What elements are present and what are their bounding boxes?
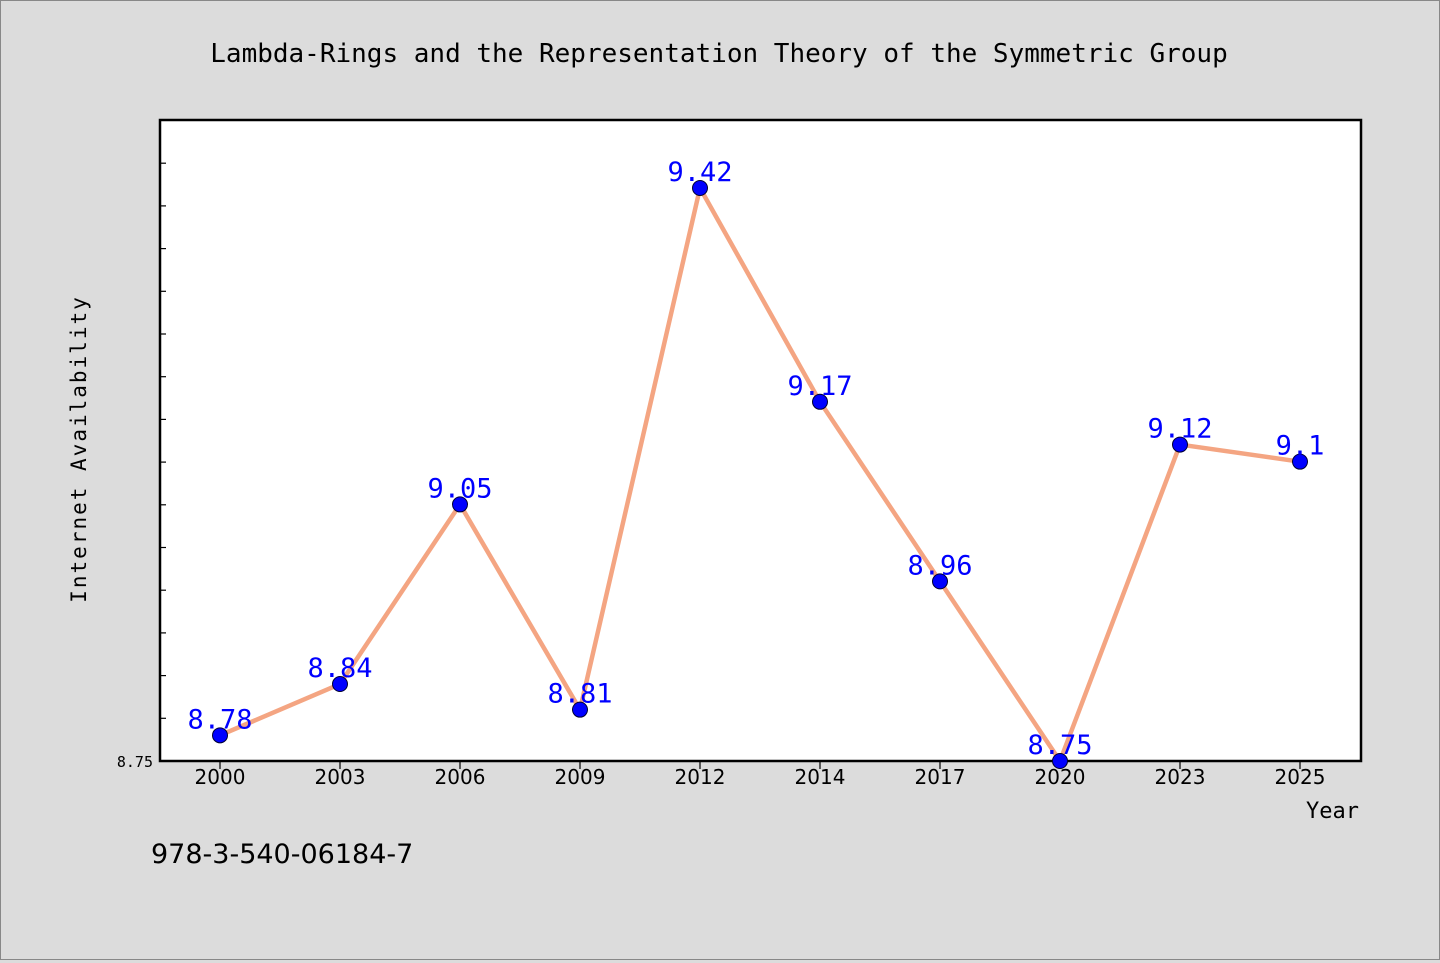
data-point bbox=[452, 496, 468, 513]
data-label: 9.42 bbox=[667, 157, 732, 188]
x-tick-label: 2025 bbox=[1275, 765, 1326, 789]
x-tick-labels: 2000 2003 2006 2009 2012 2014 2017 2020 2023 2025 bbox=[195, 765, 1326, 789]
data-label: 8.81 bbox=[547, 679, 612, 710]
x-tick-label: 2012 bbox=[675, 765, 726, 789]
x-axis-label: Year bbox=[1306, 799, 1359, 824]
data-label: 9.12 bbox=[1147, 414, 1212, 445]
data-label: 8.78 bbox=[187, 704, 252, 735]
x-tick-label: 2009 bbox=[555, 765, 606, 789]
data-point bbox=[1052, 753, 1068, 769]
data-point bbox=[932, 573, 948, 590]
x-tick-label: 2014 bbox=[795, 765, 846, 789]
data-point bbox=[692, 180, 708, 196]
y-axis-label: Internet Availability bbox=[67, 295, 91, 603]
x-tick-label: 2023 bbox=[1155, 765, 1206, 789]
x-tick-label: 2000 bbox=[195, 765, 246, 789]
x-tick-label: 2006 bbox=[435, 765, 486, 789]
data-label: 8.96 bbox=[907, 550, 972, 581]
data-label: 8.75 bbox=[1027, 730, 1092, 761]
data-label: 9.05 bbox=[427, 473, 492, 504]
data-label: 9.17 bbox=[787, 371, 852, 402]
data-point bbox=[212, 727, 228, 744]
x-tick-label: 2017 bbox=[915, 765, 966, 789]
data-labels: 8.78 8.84 9.05 8.81 9.42 9.17 8.96 8.75 9.12 9.1 bbox=[187, 157, 1324, 761]
x-tick-label: 2003 bbox=[315, 765, 366, 789]
chart-title: Lambda-Rings and the Representation Theo… bbox=[210, 39, 1227, 69]
data-label: 9.1 bbox=[1276, 431, 1325, 462]
series-line bbox=[219, 185, 1301, 764]
data-point bbox=[1292, 453, 1308, 470]
data-label: 8.84 bbox=[307, 653, 372, 684]
data-point bbox=[1172, 436, 1188, 453]
data-point bbox=[332, 676, 348, 693]
y-axis-ticks bbox=[160, 162, 166, 762]
x-tick-label: 2020 bbox=[1035, 765, 1086, 789]
data-point bbox=[572, 701, 588, 718]
series-markers bbox=[212, 180, 1308, 769]
footer-code: 978-3-540-06184-7 bbox=[151, 839, 413, 870]
data-point bbox=[812, 393, 828, 410]
series-line-layer bbox=[219, 185, 1301, 764]
y-tick-label: 8.75 bbox=[117, 753, 153, 771]
